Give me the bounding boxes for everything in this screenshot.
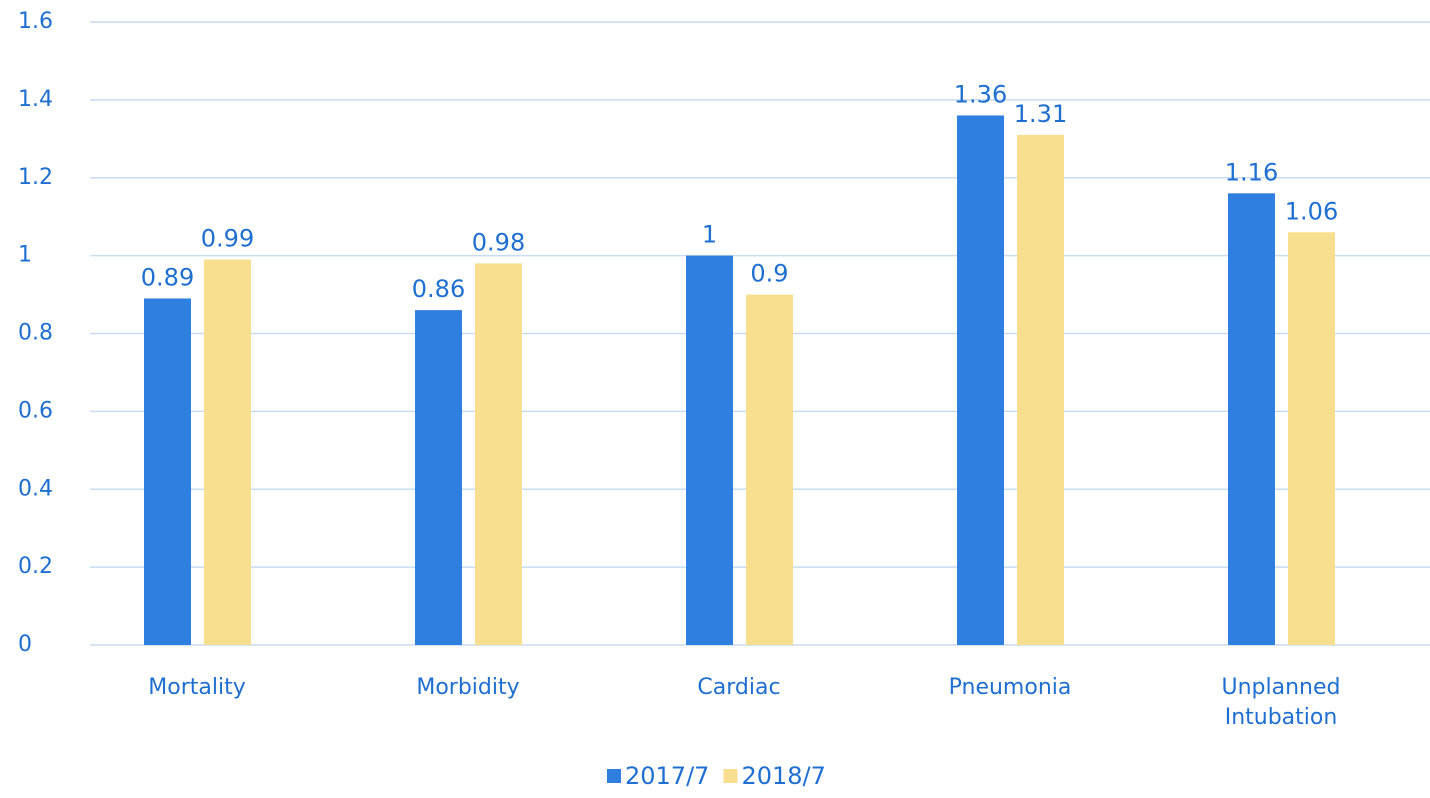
y-tick-label: 1 xyxy=(18,243,32,268)
legend-label: 2017/7 xyxy=(625,762,709,790)
bar xyxy=(144,298,191,645)
data-label: 1.06 xyxy=(1285,197,1338,225)
x-tick-label: Unplanned Intubation xyxy=(1221,675,1341,730)
bar xyxy=(475,263,522,645)
bar xyxy=(957,115,1004,645)
bar xyxy=(1017,134,1064,645)
data-label: 1.31 xyxy=(1014,100,1067,128)
data-label: 1 xyxy=(702,221,717,249)
y-tick-label: 0.4 xyxy=(18,476,53,501)
bar xyxy=(415,310,462,645)
legend-swatch xyxy=(723,769,738,783)
y-tick-label: 0.8 xyxy=(18,321,53,346)
bar xyxy=(1228,193,1275,645)
x-tick-label: Morbidity xyxy=(416,675,520,700)
bar xyxy=(1288,232,1335,645)
x-tick-label: Mortality xyxy=(148,675,246,700)
y-tick-label: 0 xyxy=(18,632,32,657)
legend-swatch xyxy=(607,769,621,783)
y-tick-label: 1.4 xyxy=(18,87,53,112)
x-tick-label: Cardiac xyxy=(697,675,781,700)
y-tick-label: 0.2 xyxy=(18,554,53,579)
y-tick-label: 1.6 xyxy=(18,9,53,34)
data-label: 0.9 xyxy=(750,260,788,288)
bar xyxy=(204,259,251,645)
bar xyxy=(686,255,733,645)
legend-label: 2018/7 xyxy=(741,762,825,790)
data-label: 0.86 xyxy=(412,275,465,303)
data-label: 0.98 xyxy=(472,228,525,256)
data-label: 0.99 xyxy=(201,225,254,253)
y-tick-label: 0.6 xyxy=(18,398,53,423)
y-tick-label: 1.2 xyxy=(18,165,53,190)
data-label: 0.89 xyxy=(141,263,194,291)
data-label: 1.36 xyxy=(954,80,1007,108)
x-tick-label: Pneumonia xyxy=(948,675,1072,700)
bar xyxy=(746,294,793,645)
data-label: 1.16 xyxy=(1225,158,1278,186)
